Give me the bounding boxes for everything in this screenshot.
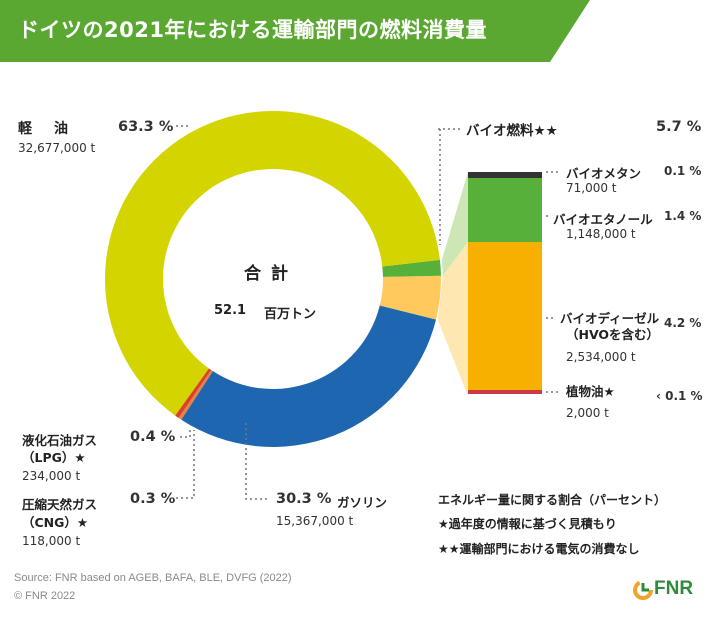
slice-biofuel-ethanol <box>382 259 441 277</box>
gasoline-label: ガソリン <box>337 495 388 510</box>
biodiesel-tons: 2,534,000 t <box>566 350 636 364</box>
slice-lpg <box>175 368 212 419</box>
bar-biodiesel <box>468 242 542 390</box>
lpg-percent: 0.4 % <box>130 429 176 445</box>
biomethane-tons: 71,000 t <box>566 181 617 195</box>
note-no-electricity: ★★運輸部門における電気の消費なし <box>438 542 640 556</box>
biofuel-percent: 5.7 % <box>656 119 702 135</box>
leader-gasoline <box>245 423 268 500</box>
note-estimate: ★過年度の情報に基づく見積もり <box>438 517 617 531</box>
banner-shape <box>0 0 590 62</box>
biomethane-label: バイオメタン <box>566 166 642 181</box>
leader-cng <box>176 430 195 499</box>
bar-biomethane <box>468 172 542 178</box>
gasoline-percent: 30.3 % <box>276 491 332 507</box>
cng-tons: 118,000 t <box>22 534 81 548</box>
connector-biodiesel <box>437 242 468 396</box>
lpg-tons: 234,000 t <box>22 469 81 483</box>
biodiesel-label: バイオディーゼル <box>560 311 660 326</box>
lpg-label-abbr: （LPG）★ <box>22 450 86 465</box>
cng-label-abbr: （CNG）★ <box>22 515 89 530</box>
vegoil-label: 植物油★ <box>566 384 615 399</box>
connector-ethanol <box>441 172 468 276</box>
center-title: 合計 <box>244 264 298 284</box>
slice-cng <box>178 370 213 420</box>
page-title: ドイツの2021年における運輸部門の燃料消費量 <box>18 18 487 42</box>
copyright-note: © FNR 2022 <box>14 590 76 602</box>
bar-vegoil <box>468 390 542 394</box>
fnr-logo-text: FNR <box>654 578 694 599</box>
bar-bioethanol <box>468 178 542 242</box>
vegoil-percent: ‹ 0.1 % <box>656 389 703 403</box>
diesel-tons: 32,677,000 t <box>18 141 96 155</box>
cng-percent: 0.3 % <box>130 491 176 507</box>
center-total-unit: 百万トン <box>264 307 317 322</box>
fnr-logo-mark <box>633 580 653 600</box>
slice-biofuel-biodiesel <box>379 275 441 320</box>
biofuel-label: バイオ燃料★★ <box>466 123 558 139</box>
title-banner: ドイツの2021年における運輸部門の燃料消費量 <box>0 0 717 62</box>
diesel-percent: 63.3 % <box>118 119 174 135</box>
bioethanol-label: バイオエタノール <box>553 212 653 227</box>
biodiesel-label-sub: （HVOを含む） <box>566 327 660 342</box>
bioethanol-percent: 1.4 % <box>664 209 702 223</box>
source-note: Source: FNR based on AGEB, BAFA, BLE, DV… <box>14 572 292 584</box>
note-energy-share: エネルギー量に関する割合（パーセント） <box>438 493 667 507</box>
lpg-label: 液化石油ガス <box>22 433 98 448</box>
biomethane-percent: 0.1 % <box>664 164 702 178</box>
leader-lpg <box>180 430 191 438</box>
diesel-label: 軽 油 <box>18 121 72 137</box>
slice-diesel <box>105 111 440 416</box>
cng-label: 圧縮天然ガス <box>22 497 98 512</box>
center-total-value: 52.1 <box>214 303 247 318</box>
vegoil-tons: 2,000 t <box>566 406 609 420</box>
biodiesel-percent: 4.2 % <box>664 316 702 330</box>
gasoline-tons: 15,367,000 t <box>276 514 354 528</box>
slice-gasoline <box>181 305 437 447</box>
bioethanol-tons: 1,148,000 t <box>566 227 636 241</box>
